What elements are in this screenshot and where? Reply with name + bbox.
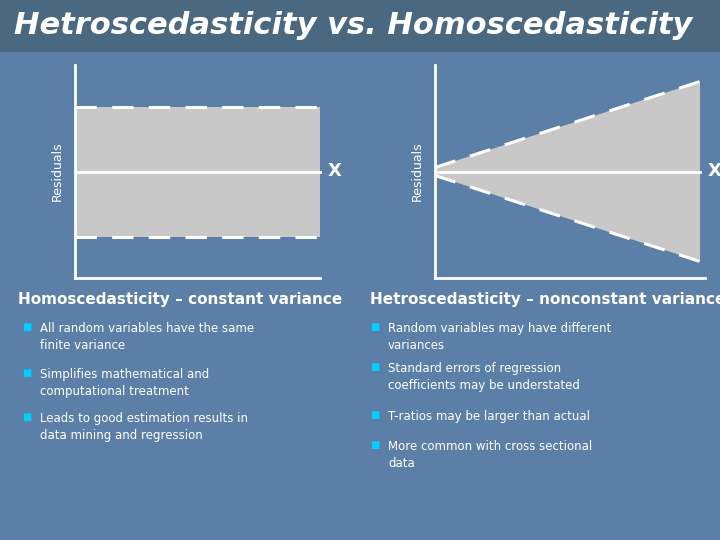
Text: ■: ■: [370, 322, 379, 332]
Text: Simplifies mathematical and
computational treatment: Simplifies mathematical and computationa…: [40, 368, 210, 398]
Bar: [75, 106, 320, 237]
Text: Random variables may have different
variances: Random variables may have different vari…: [388, 322, 611, 352]
Bar: [0, 0, 720, 52]
Text: Hetroscedasticity – nonconstant variance: Hetroscedasticity – nonconstant variance: [370, 292, 720, 307]
Text: ■: ■: [22, 322, 31, 332]
Text: T-ratios may be larger than actual: T-ratios may be larger than actual: [388, 410, 590, 423]
Text: ■: ■: [370, 440, 379, 450]
Text: ■: ■: [22, 412, 31, 422]
Text: All random variables have the same
finite variance: All random variables have the same finit…: [40, 322, 254, 352]
Text: ■: ■: [370, 410, 379, 420]
Text: Residuals: Residuals: [50, 141, 63, 201]
Text: More common with cross sectional
data: More common with cross sectional data: [388, 440, 593, 470]
Text: ■: ■: [22, 368, 31, 378]
Text: X: X: [708, 163, 720, 180]
Text: X: X: [328, 163, 342, 180]
Text: Standard errors of regression
coefficients may be understated: Standard errors of regression coefficien…: [388, 362, 580, 392]
Polygon shape: [435, 82, 700, 261]
Text: Hetroscedasticity vs. Homoscedasticity: Hetroscedasticity vs. Homoscedasticity: [14, 11, 693, 40]
Text: Leads to good estimation results in
data mining and regression: Leads to good estimation results in data…: [40, 412, 248, 442]
Text: ■: ■: [370, 362, 379, 372]
Text: Homoscedasticity – constant variance: Homoscedasticity – constant variance: [18, 292, 342, 307]
Text: Residuals: Residuals: [410, 141, 423, 201]
